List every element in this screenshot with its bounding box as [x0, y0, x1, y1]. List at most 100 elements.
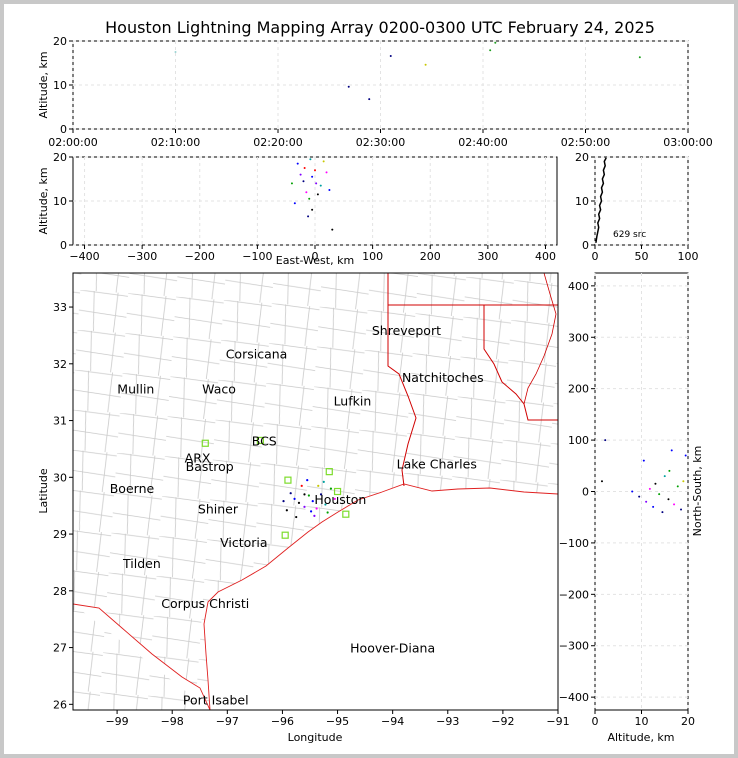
p5-source-point [631, 490, 634, 493]
p3-xtick-label: 0 [592, 250, 599, 263]
city-label: ARX [185, 451, 211, 466]
map-xtick-label: −97 [216, 715, 239, 728]
p5-ytick-label: 100 [568, 434, 589, 447]
p5-ytick-label: −100 [559, 537, 589, 550]
p1-ylabel: Altitude, km [37, 51, 50, 118]
p5-source-point [652, 505, 655, 508]
map-ytick-label: 27 [53, 642, 67, 655]
p5-source-point [676, 485, 679, 488]
gulf-water [73, 483, 558, 710]
state-border [387, 273, 558, 487]
p2-xtick-label: −100 [242, 250, 272, 263]
p5-ytick-label: 200 [568, 383, 589, 396]
p3-ytick-label: 0 [582, 239, 589, 252]
p5-source-point [682, 480, 685, 483]
p2-xtick-label: −400 [69, 250, 99, 263]
p5-source-point [648, 487, 651, 490]
p5-ytick-label: 400 [568, 280, 589, 293]
p3-ytick-label: 10 [575, 195, 589, 208]
lma-chart: Houston Lightning Mapping Array 0200-030… [37, 18, 713, 744]
p1-ytick-label: 20 [53, 35, 67, 48]
map-xlabel: Longitude [288, 731, 343, 744]
lma-station-marker [201, 439, 209, 447]
p1-xtick-label: 02:20:00 [253, 136, 302, 149]
p5-source-point [600, 480, 603, 483]
p1-ytick-label: 0 [60, 123, 67, 136]
map-xtick-label: −92 [491, 715, 514, 728]
p5-source-point [661, 511, 664, 514]
map-xtick-label: −94 [381, 715, 404, 728]
histogram-line [595, 157, 607, 243]
p2-source-point [309, 158, 312, 161]
p1-source-point [494, 41, 497, 44]
city-label: Lake Charles [397, 456, 477, 471]
map-xtick-label: −99 [105, 715, 128, 728]
p2-source-point [319, 184, 322, 187]
p2-source-point [311, 175, 314, 178]
city-label: Hoover-Diana [350, 641, 435, 656]
p5-ytick-label: −200 [559, 588, 589, 601]
p3-xtick-label: 100 [678, 250, 699, 263]
map-source-point [307, 494, 310, 497]
city-label: Boerne [110, 481, 155, 496]
p2-xlabel: East-West, km [276, 254, 354, 267]
map-source-point [329, 487, 333, 490]
map-xtick-label: −98 [161, 715, 184, 728]
p5-source-point [663, 475, 666, 478]
p5-ylabel: North-South, km [691, 446, 704, 537]
p1-xtick-label: 02:50:00 [561, 136, 610, 149]
figure-frame: Houston Lightning Mapping Array 0200-030… [4, 4, 734, 754]
city-label: Victoria [220, 535, 267, 550]
p2-source-point [290, 182, 293, 185]
p2-source-point [311, 208, 314, 211]
p2-source-point [328, 189, 331, 191]
p2-source-point [331, 228, 334, 231]
lma-station-marker [281, 531, 289, 539]
p2-source-point [293, 202, 296, 205]
p5-xlabel: Altitude, km [607, 731, 674, 744]
mississippi-river [523, 273, 557, 405]
map-source-point [303, 493, 306, 496]
p1-xtick-label: 02:10:00 [151, 136, 200, 149]
city-label: Natchitoches [402, 370, 484, 385]
p2-xtick-label: 300 [477, 250, 498, 263]
p5-source-point [654, 482, 657, 485]
map-ytick-label: 32 [53, 358, 67, 371]
p2-xtick-label: 400 [535, 250, 556, 263]
lma-station-marker [342, 510, 350, 518]
east-west-altitude-panel: −400 −300 −200 −100 0 100 200 300 400 0 10 20 Altit… [37, 151, 558, 267]
map-xtick-label: −96 [271, 715, 294, 728]
p5-xtick-label: 0 [592, 715, 599, 728]
map-source-point [309, 510, 313, 513]
p2-source-point [299, 173, 302, 176]
map-source-point [293, 497, 296, 500]
p1-source-point [174, 51, 177, 53]
plan-view-map-panel: Corsicana Shreveport Mullin Waco Natchitoche… [37, 272, 570, 744]
p2-ytick-label: 20 [53, 151, 67, 164]
p2-source-point [296, 162, 299, 165]
histogram-source-count: 629 src [613, 230, 646, 240]
p2-source-point [302, 180, 305, 183]
p1-xtick-label: 02:30:00 [356, 136, 405, 149]
map-source-point [322, 480, 325, 483]
altitude-north-south-panel: 0 10 20 −400 −300 −200 −100 0 100 200 300 400 Altit… [559, 272, 704, 744]
p5-source-point [658, 493, 661, 496]
map-source-point [319, 493, 323, 496]
city-label: Lufkin [334, 393, 372, 408]
chart-title: Houston Lightning Mapping Array 0200-030… [105, 18, 655, 37]
p1-source-point [389, 54, 392, 57]
map-source-point [282, 500, 285, 503]
map-source-point [297, 501, 301, 504]
map-ytick-label: 33 [53, 301, 67, 314]
map-source-point [303, 505, 306, 508]
p5-source-point [604, 439, 607, 442]
p2-ytick-label: 10 [53, 195, 67, 208]
p5-source-point [673, 503, 676, 506]
p3-xtick-label: 50 [635, 250, 649, 263]
p5-ytick-label: 300 [568, 331, 589, 344]
p1-xtick-label: 02:40:00 [458, 136, 507, 149]
p2-ytick-label: 0 [60, 239, 67, 252]
city-label: Shiner [198, 502, 239, 517]
lma-station-marker [256, 436, 264, 445]
p1-xtick-label: 03:00:00 [663, 136, 712, 149]
